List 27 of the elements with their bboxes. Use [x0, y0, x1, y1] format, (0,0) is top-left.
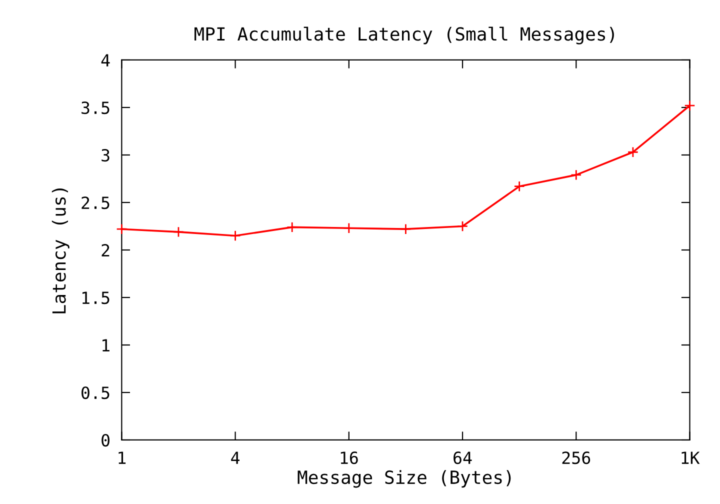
y-tick-label: 1.5	[82, 292, 110, 304]
y-tick-label: 0.5	[82, 386, 110, 400]
y-tick-label: 3	[102, 148, 110, 162]
x-axis-title: Message Size (Bytes)	[298, 470, 511, 488]
y-tick-label: 2	[102, 244, 110, 256]
y-tick-label: 3.5	[82, 101, 110, 114]
point	[230, 230, 241, 242]
y-axis-title: Latency (us)	[52, 188, 70, 314]
y-tick-label: 4	[101, 54, 110, 66]
x-tick-label: 4	[231, 452, 240, 464]
x-tick-label: 1	[118, 452, 126, 464]
x-tick-label: 64	[454, 451, 472, 464]
point	[116, 224, 128, 235]
point	[172, 226, 184, 238]
point	[627, 146, 639, 158]
y-tick-label: 1	[102, 339, 110, 352]
chart-title: MPI Accumulate Latency (Small Messages)	[194, 26, 614, 44]
y-tick-label: 2.5	[82, 196, 110, 210]
point	[456, 220, 468, 232]
x-tick-label: 256	[562, 451, 590, 464]
point	[400, 224, 412, 235]
point	[684, 100, 696, 112]
x-tick-label: 1K	[682, 452, 700, 464]
point	[570, 169, 582, 180]
point	[514, 180, 525, 192]
y-tick-label: 0	[102, 434, 110, 447]
x-tick-label: 16	[340, 451, 358, 464]
